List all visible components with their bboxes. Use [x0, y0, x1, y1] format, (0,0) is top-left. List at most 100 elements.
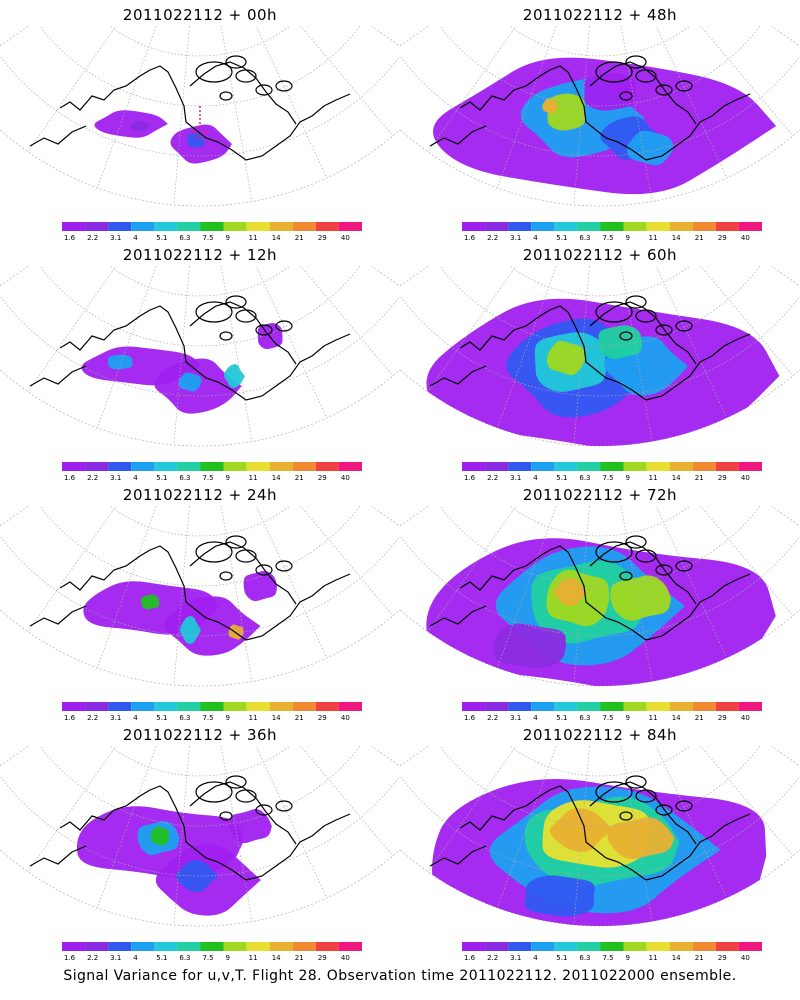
colorbar-tick-label: 40: [741, 714, 750, 722]
colorbar: 1.6 2.2 3.1 4 5.1 6.3 7.5 9 11 14 21 29 40: [462, 702, 762, 722]
colorbar-tick-label: 6.3: [579, 954, 590, 962]
colorbar-swatch: [338, 462, 362, 471]
colorbar-tick-label: 11: [649, 234, 658, 242]
colorbar-tick-label: 21: [695, 954, 704, 962]
colorbar-swatch: [246, 462, 270, 471]
variance-contour: [583, 73, 637, 111]
colorbar-tick-label: 40: [741, 954, 750, 962]
colorbar-tick-label: 1.6: [464, 234, 476, 242]
colorbar-tick-label: 2.2: [87, 714, 98, 722]
colorbar-swatch: [338, 222, 362, 231]
colorbar-tick-label: 11: [649, 474, 658, 482]
colorbar-swatch: [246, 942, 270, 951]
map-panel-0h: 2011022112 + 00h 1.6 2.2 3.1 4 5.1 6.3 7.5 9 11 14…: [0, 0, 400, 242]
colorbar-tick-label: 14: [672, 714, 681, 722]
coastline: [29, 535, 351, 641]
colorbar-swatch: [669, 462, 693, 471]
colorbar-swatch: [600, 702, 624, 711]
colorbar-tick-label: 3.1: [110, 954, 121, 962]
colorbar-tick-label: 6.3: [179, 954, 190, 962]
variance-contour: [107, 354, 133, 370]
colorbar-tick-label: 40: [341, 714, 350, 722]
graticule: [400, 746, 800, 925]
colorbar-swatch: [108, 942, 132, 951]
colorbar: 1.6 2.2 3.1 4 5.1 6.3 7.5 9 11 14 21 29 40: [462, 942, 762, 962]
colorbar-tick-label: 9: [226, 234, 230, 242]
colorbar-tick-label: 4: [133, 474, 138, 482]
variance-contour: [549, 808, 613, 852]
colorbar-tick-label: 6.3: [179, 234, 190, 242]
colorbar-swatch: [462, 702, 486, 711]
variance-contour: [626, 130, 674, 166]
colorbar-swatch: [669, 702, 693, 711]
colorbar-swatch: [692, 462, 716, 471]
coastline: [429, 55, 751, 161]
colorbar-swatch: [646, 702, 670, 711]
colorbar-tick-label: 29: [318, 474, 327, 482]
colorbar-tick-label: 29: [718, 954, 727, 962]
colorbar-tick-label: 1.6: [464, 714, 476, 722]
colorbar-swatch: [177, 942, 201, 951]
colorbar-swatch: [223, 942, 247, 951]
colorbar-swatch: [200, 942, 224, 951]
colorbar-swatch: [269, 942, 293, 951]
colorbar-swatch: [246, 222, 270, 231]
map-boundary: [0, 26, 400, 207]
colorbar-swatch: [85, 942, 109, 951]
colorbar: 1.6 2.2 3.1 4 5.1 6.3 7.5 9 11 14 21 29 40: [462, 222, 762, 242]
variance-map: [400, 266, 800, 447]
colorbar-swatch: [485, 222, 509, 231]
colorbar-tick-label: 14: [272, 474, 281, 482]
colorbar-swatch: [623, 702, 647, 711]
colorbar-tick-label: 29: [718, 234, 727, 242]
variance-contour: [179, 616, 201, 644]
colorbar-tick-label: 6.3: [579, 714, 590, 722]
colorbar: 1.6 2.2 3.1 4 5.1 6.3 7.5 9 11 14 21 29 40: [462, 462, 762, 482]
variance-map: [400, 746, 800, 927]
panel-title: 2011022112 + 84h: [522, 726, 678, 744]
colorbar-tick-label: 7.5: [602, 474, 613, 482]
colorbar-tick-label: 11: [249, 474, 258, 482]
coastline: [429, 535, 751, 641]
colorbar-swatch: [62, 702, 86, 711]
map-panel-48h: 2011022112 + 48h 1.6 2.2 3.1 4 5.1 6.3 7.5 9 11 14…: [400, 0, 800, 242]
colorbar-swatch: [269, 222, 293, 231]
map-panel-84h: 2011022112 + 84h 1.6 2.2 3.1 4 5.1 6.3 7.5 9 11 14…: [400, 720, 800, 962]
colorbar-tick-label: 4: [533, 954, 538, 962]
map-panel-36h: 2011022112 + 36h 1.6 2.2 3.1 4 5.1 6.3 7.5 9 11 14…: [0, 720, 400, 962]
graticule: [400, 506, 800, 685]
colorbar-swatch: [62, 222, 86, 231]
colorbar-tick-label: 14: [672, 234, 681, 242]
colorbar-tick-label: 14: [272, 954, 281, 962]
colorbar-tick-label: 1.6: [64, 474, 76, 482]
colorbar-swatch: [131, 222, 155, 231]
colorbar-swatch: [508, 222, 532, 231]
colorbar-tick-label: 7.5: [602, 714, 613, 722]
colorbar-swatch: [315, 702, 339, 711]
colorbar-swatch: [269, 702, 293, 711]
colorbar-swatch: [669, 222, 693, 231]
colorbar-swatch: [154, 462, 178, 471]
colorbar-tick-label: 21: [295, 954, 304, 962]
colorbar-tick-label: 9: [226, 714, 230, 722]
variance-contour: [187, 132, 205, 148]
colorbar-swatch: [85, 222, 109, 231]
colorbar-tick-label: 1.6: [64, 954, 76, 962]
colorbar-tick-label: 7.5: [602, 234, 613, 242]
variance-contour: [598, 325, 643, 359]
colorbar-tick-label: 40: [741, 234, 750, 242]
variance-contour: [243, 570, 278, 602]
variance-map: [0, 746, 400, 927]
colorbar-tick-label: 21: [295, 474, 304, 482]
colorbar-swatch: [715, 702, 739, 711]
colorbar-tick-label: 3.1: [510, 954, 521, 962]
colorbar-swatch: [62, 942, 86, 951]
colorbar-tick-label: 11: [649, 714, 658, 722]
colorbar-swatch: [508, 702, 532, 711]
panel-title: 2011022112 + 00h: [122, 6, 278, 24]
colorbar-swatch: [177, 222, 201, 231]
variance-map: [0, 26, 400, 207]
colorbar-tick-label: 4: [533, 234, 538, 242]
colorbar-swatch: [738, 702, 762, 711]
colorbar-swatch: [462, 942, 486, 951]
